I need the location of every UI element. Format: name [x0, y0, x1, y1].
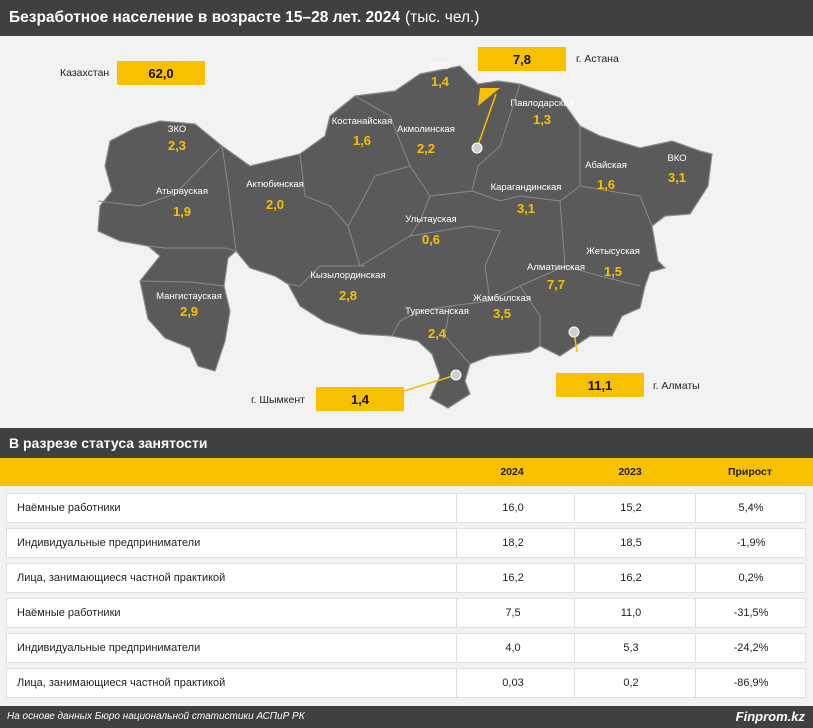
page-title-unit: (тыс. чел.) — [405, 9, 480, 26]
row-value-2024: 0,03 — [502, 677, 524, 689]
table-header: 2024 2023 Прирост — [0, 458, 813, 486]
table-row: Индивидуальные предприниматели 18,2 18,5… — [6, 528, 806, 558]
row-label: Индивидуальные предприниматели — [17, 537, 201, 549]
region-name-vko: ВКО — [667, 153, 687, 164]
row-value-growth: -31,5% — [733, 607, 769, 619]
region-value-aktobe: 2,0 — [265, 197, 285, 212]
total-value: 62,0 — [148, 65, 174, 81]
region-value-ulytau: 0,6 — [421, 232, 441, 247]
region-value-pavlodar: 1,3 — [532, 112, 552, 127]
region-value-kostanay: 1,6 — [352, 133, 372, 148]
row-value-2023: 18,5 — [620, 537, 642, 549]
row-label: Наёмные работники — [17, 607, 121, 619]
row-value-growth: -24,2% — [733, 642, 769, 654]
row-value-2023: 0,2 — [623, 677, 639, 689]
page-title-bar: Безработное население в возрасте 15–28 л… — [0, 0, 813, 36]
total-label: Казахстан — [60, 67, 110, 79]
astana-label: г. Астана — [576, 53, 619, 65]
page-title: Безработное население в возрасте 15–28 л… — [9, 9, 401, 26]
row-value-2024: 16,0 — [502, 502, 524, 514]
row-value-2024: 16,2 — [502, 572, 524, 584]
row-value-growth: -1,9% — [736, 537, 766, 549]
region-name-akmola: Акмолинская — [397, 124, 455, 135]
row-value-growth: -86,9% — [733, 677, 769, 689]
row-value-2024: 7,5 — [505, 607, 521, 619]
region-value-sko: 1,4 — [430, 74, 450, 89]
region-borders — [97, 83, 653, 365]
region-value-abai: 1,6 — [596, 177, 616, 192]
column-header-2024: 2024 — [500, 466, 524, 478]
row-value-growth: 0,2% — [738, 572, 764, 584]
row-label: Индивидуальные предприниматели — [17, 642, 201, 654]
region-value-zko: 2,3 — [167, 138, 187, 153]
region-value-karaganda: 3,1 — [516, 201, 536, 216]
shymkent-value-box: 1,4 — [316, 387, 404, 411]
astana-marker — [471, 142, 483, 154]
almaty-value-box: 11,1 — [556, 373, 644, 397]
table-row: Наёмные работники 7,5 11,0 -31,5% — [6, 598, 806, 628]
region-value-vko: 3,1 — [667, 170, 687, 185]
shymkent-label: г. Шымкент — [251, 394, 305, 406]
shymkent-marker — [450, 369, 462, 381]
region-name-kyzylorda: Кызылординская — [310, 270, 386, 281]
region-name-sko: СКО — [430, 61, 450, 72]
region-value-akmola: 2,2 — [416, 141, 436, 156]
row-value-growth: 5,4% — [738, 502, 764, 514]
region-name-atyrau: Атырауская — [156, 186, 208, 197]
region-value-atyrau: 1,9 — [172, 204, 192, 219]
table-row: Лица, занимающиеся частной практикой 0,0… — [6, 668, 806, 698]
row-value-2023: 11,0 — [620, 607, 642, 619]
row-label: Лица, занимающиеся частной практикой — [17, 677, 226, 689]
almaty-value: 11,1 — [587, 377, 613, 393]
region-value-zhambyl: 3,5 — [492, 306, 512, 321]
region-name-karaganda: Карагандинская — [490, 182, 562, 193]
row-label: Наёмные работники — [17, 502, 121, 514]
table-row: Наёмные работники 16,0 15,2 5,4% — [6, 493, 806, 523]
shymkent-value: 1,4 — [350, 391, 370, 407]
astana-value-box: 7,8 — [478, 47, 566, 71]
row-value-2024: 4,0 — [505, 642, 521, 654]
region-name-ulytau: Улытауская — [405, 214, 457, 225]
country-outline — [97, 65, 713, 409]
kazakhstan-map — [97, 65, 713, 409]
column-header-growth: Прирост — [727, 466, 773, 478]
row-value-2023: 5,3 — [623, 642, 639, 654]
column-header-2023: 2023 — [618, 466, 642, 478]
row-label: Лица, занимающиеся частной практикой — [17, 572, 226, 584]
astana-value: 7,8 — [512, 51, 532, 67]
brand-logo: Finprom.kz — [735, 709, 805, 724]
total-value-box: 62,0 — [117, 61, 205, 85]
region-name-zhambyl: Жамбылская — [473, 293, 531, 304]
section-title: В разрезе статуса занятости — [0, 428, 813, 458]
table-row: Индивидуальные предприниматели 4,0 5,3 -… — [6, 633, 806, 663]
region-name-zko: ЗКО — [167, 124, 187, 135]
region-value-zhetysu: 1,5 — [603, 264, 623, 279]
region-value-kyzylorda: 2,8 — [338, 288, 358, 303]
region-name-turkestan: Туркестанская — [405, 306, 469, 317]
footer: На основе данных Бюро национальной стати… — [0, 706, 813, 728]
region-name-abai: Абайская — [585, 160, 627, 171]
region-name-almaty-region: Алматинская — [527, 262, 585, 273]
city-markers — [403, 88, 580, 392]
region-name-zhetysu: Жетысуская — [586, 246, 640, 257]
almaty-label: г. Алматы — [653, 380, 700, 392]
region-name-mangystau: Мангистауская — [156, 291, 222, 302]
region-value-almaty-region: 7,7 — [546, 277, 566, 292]
region-name-pavlodar: Павлодарская — [510, 98, 574, 109]
row-value-2023: 16,2 — [620, 572, 642, 584]
region-value-turkestan: 2,4 — [427, 326, 447, 341]
region-name-kostanay: Костанайская — [331, 116, 393, 127]
row-value-2023: 15,2 — [620, 502, 642, 514]
almaty-marker — [568, 326, 580, 338]
region-value-mangystau: 2,9 — [179, 304, 199, 319]
table-row: Лица, занимающиеся частной практикой 16,… — [6, 563, 806, 593]
row-value-2024: 18,2 — [502, 537, 524, 549]
map-area: Казахстан 62,0 ЗКО 2,3 Атырауская 1,9 Ак… — [0, 36, 813, 422]
region-name-aktobe: Актюбинская — [246, 179, 304, 190]
source-note: На основе данных Бюро национальной стати… — [7, 711, 305, 722]
